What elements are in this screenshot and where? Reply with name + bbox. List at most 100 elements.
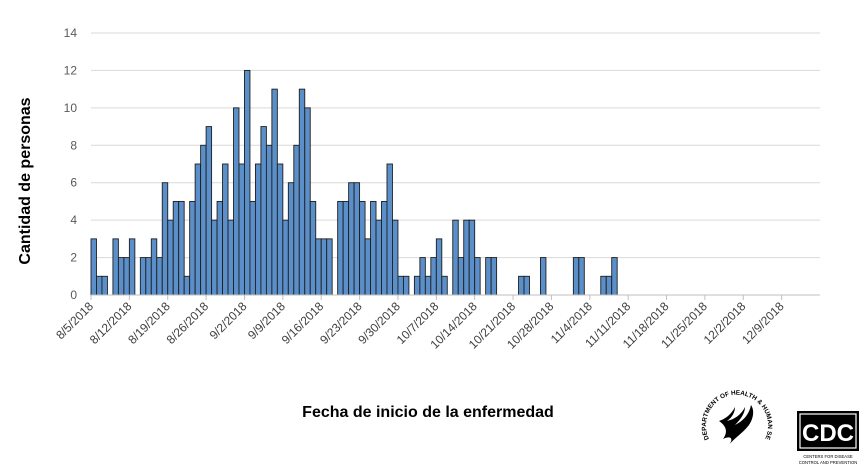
cdc-logo-subtext-1: CENTERS FOR DISEASE — [803, 454, 853, 459]
bar — [265, 144, 273, 296]
bar — [402, 275, 410, 296]
y-axis-title: Cantidad de personas — [17, 97, 34, 264]
bar — [413, 275, 421, 296]
bar — [276, 163, 284, 296]
bar — [216, 200, 224, 296]
bar — [320, 238, 328, 296]
y-tick-label: 8 — [70, 138, 77, 152]
bar — [189, 200, 196, 296]
bar — [457, 257, 465, 296]
bar — [167, 219, 174, 296]
y-tick-labels: 0 2 4 6 8 10 12 14 — [64, 26, 78, 302]
bar — [441, 275, 448, 296]
y-tick-label: 0 — [70, 288, 77, 302]
bar — [600, 275, 607, 296]
bar — [485, 257, 492, 296]
cdc-logo-text: CDC — [802, 420, 854, 447]
bar — [452, 219, 459, 296]
bar — [397, 275, 404, 296]
x-tick-labels: 8/5/20188/12/20188/19/20188/26/20189/2/2… — [53, 299, 787, 352]
y-tick-label: 10 — [64, 101, 78, 115]
bar — [605, 275, 613, 296]
bar — [282, 219, 289, 296]
bar — [386, 163, 393, 296]
cdc-logo-box — [797, 411, 859, 451]
x-tick-label: 8/26/2018 — [164, 299, 212, 347]
bar — [353, 182, 361, 296]
bar — [161, 182, 169, 296]
bar — [128, 238, 136, 296]
bar — [293, 144, 300, 296]
bar — [490, 257, 498, 296]
axes — [90, 294, 820, 300]
cdc-logo: CDC CENTERS FOR DISEASE CONTROL AND PREV… — [797, 411, 859, 465]
bar — [194, 163, 202, 296]
y-tick-label: 12 — [64, 63, 78, 77]
bar — [474, 257, 481, 296]
bar — [233, 107, 240, 296]
bar — [172, 200, 180, 296]
bar — [430, 257, 437, 296]
bar — [315, 238, 322, 296]
bar — [304, 107, 311, 296]
y-tick-label: 2 — [70, 251, 77, 265]
bar — [254, 163, 262, 296]
bar — [123, 257, 130, 296]
bar — [435, 238, 443, 296]
bar — [463, 219, 470, 296]
cdc-logo-subtext-2: CONTROL AND PREVENTION — [799, 460, 857, 465]
bar — [112, 238, 119, 296]
bar — [101, 275, 108, 296]
y-tick-label: 6 — [70, 176, 77, 190]
bar — [287, 182, 295, 296]
bar — [611, 257, 618, 296]
bar — [326, 238, 333, 296]
eagle-icon — [719, 405, 754, 447]
bar — [348, 182, 355, 296]
bar — [139, 257, 147, 296]
bar — [238, 163, 245, 296]
bar — [424, 275, 432, 296]
hhs-logo: DEPARTMENT OF HEALTH & HUMAN SERVICES US… — [701, 390, 773, 447]
bar — [222, 163, 229, 296]
bar — [381, 200, 388, 296]
bar — [375, 219, 382, 296]
bar — [150, 238, 158, 296]
bar — [156, 257, 163, 296]
bar — [200, 144, 207, 296]
bar — [392, 219, 399, 296]
bar — [260, 126, 267, 296]
bar — [183, 275, 191, 296]
bar — [419, 257, 426, 296]
bar — [244, 69, 251, 296]
bar — [540, 257, 547, 296]
bar — [370, 200, 377, 296]
bar — [117, 257, 125, 296]
bar — [578, 257, 585, 296]
bar — [211, 219, 218, 296]
bar — [96, 275, 103, 296]
bar — [205, 126, 213, 296]
bar — [227, 219, 234, 296]
y-tick-label: 14 — [64, 26, 78, 40]
x-axis-title: Fecha de inicio de la enfermedad — [302, 404, 554, 421]
bar — [178, 200, 185, 296]
bar — [518, 275, 525, 296]
bar — [572, 257, 580, 296]
x-tick-label: 12/9/2018 — [739, 299, 787, 347]
bar — [468, 219, 476, 296]
y-tick-label: 4 — [70, 213, 77, 227]
bar — [249, 200, 256, 296]
bar — [364, 238, 371, 296]
bar — [145, 257, 152, 296]
bar — [337, 200, 344, 296]
bar — [523, 275, 530, 296]
bar — [298, 88, 306, 296]
bar — [359, 200, 366, 296]
bar — [90, 238, 97, 296]
bar — [309, 200, 317, 296]
bar — [342, 200, 350, 296]
x-tick-label: 9/2/2018 — [207, 299, 250, 342]
